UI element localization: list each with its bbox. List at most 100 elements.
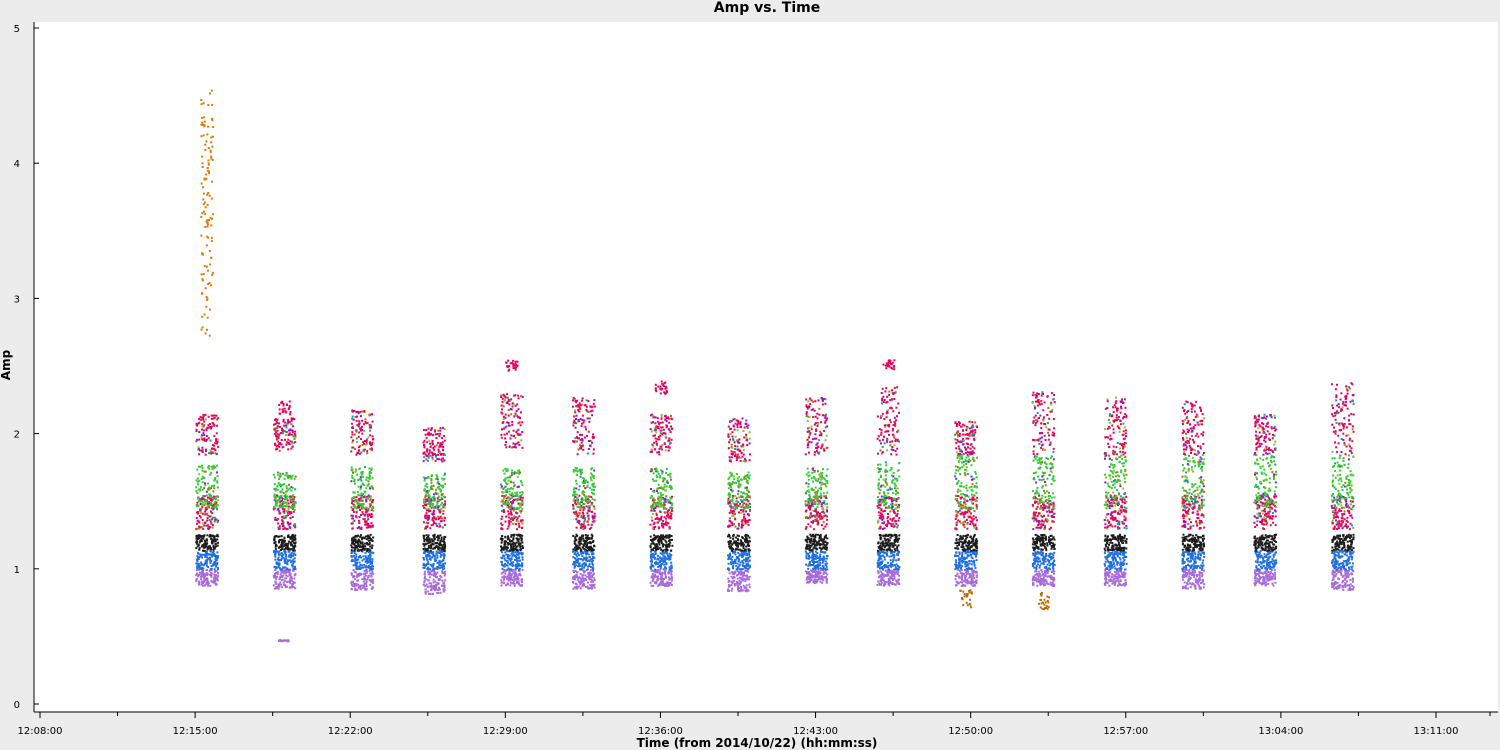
data-point [214,498,217,501]
y-tick-label: 4 [14,159,20,170]
data-point [423,445,426,448]
data-point [438,588,441,591]
data-point [507,577,510,580]
data-point [281,446,284,449]
data-point [667,522,670,525]
data-point [369,583,372,586]
data-point [366,422,369,425]
data-point [575,553,577,556]
data-point [663,486,666,488]
data-point [581,577,584,579]
data-point [274,547,277,550]
data-point [285,431,288,433]
data-point [287,542,290,545]
data-point [275,487,277,490]
data-point [658,572,661,574]
data-point [429,446,432,449]
data-point [667,581,670,584]
data-point [501,537,504,540]
data-point [655,444,658,447]
data-point [279,583,282,586]
data-point [657,518,660,520]
data-point [669,472,672,475]
data-point [431,443,434,446]
data-point [670,565,673,567]
data-point [363,448,366,451]
data-point [659,432,662,435]
data-point [278,404,281,406]
data-point [578,420,581,423]
data-point [357,543,360,545]
data-point [200,438,203,441]
data-point [586,541,589,544]
data-point [361,471,364,474]
data-point [196,556,199,559]
data-point [666,417,668,419]
data-point [518,421,521,424]
data-point [671,507,674,510]
data-point [733,579,736,582]
data-point [572,575,575,578]
data-point [583,503,586,505]
data-point [288,432,291,435]
data-point [359,540,362,543]
data-point [650,584,653,587]
data-point [209,498,212,500]
data-point [198,568,201,571]
data-point [664,566,667,569]
data-point [211,516,214,519]
data-point [195,542,198,545]
data-point [512,509,515,512]
data-point [650,495,653,498]
data-point [577,502,580,505]
data-point [356,415,358,418]
data-point [442,590,445,593]
data-point [350,497,353,500]
data-point [516,364,519,367]
data-point [361,546,363,549]
data-point [213,547,216,550]
data-point [352,536,355,539]
data-point [211,506,214,509]
data-point [366,548,369,550]
data-point [592,492,594,495]
data-point [510,535,513,538]
data-point [350,480,353,483]
data-point [286,423,289,426]
data-point [206,223,209,226]
data-point [662,505,665,508]
data-point [586,452,589,455]
data-point [511,362,514,365]
data-point [593,405,596,408]
data-point [291,503,294,506]
data-point [287,522,290,525]
data-point [514,414,517,417]
data-point [207,104,210,106]
data-point [443,439,446,442]
data-point [289,556,292,559]
data-point [501,509,503,512]
data-point [287,502,290,505]
data-point [363,542,366,545]
data-point [367,522,370,525]
data-point [578,437,580,440]
x-tick-label: 13:11:00 [1414,726,1459,737]
data-point [650,468,653,471]
data-point [430,477,433,480]
data-point [589,571,592,574]
data-point [212,548,215,551]
data-point [210,414,213,417]
data-point [216,544,219,547]
data-point [277,553,280,556]
data-point [274,540,277,543]
data-point [499,483,502,486]
data-point [294,545,297,548]
data-point [592,482,595,485]
data-point [207,236,210,239]
data-point [354,538,357,541]
data-point [507,501,509,504]
data-point [521,496,524,499]
data-point [513,545,515,548]
data-point [652,507,655,510]
data-point [660,415,663,418]
